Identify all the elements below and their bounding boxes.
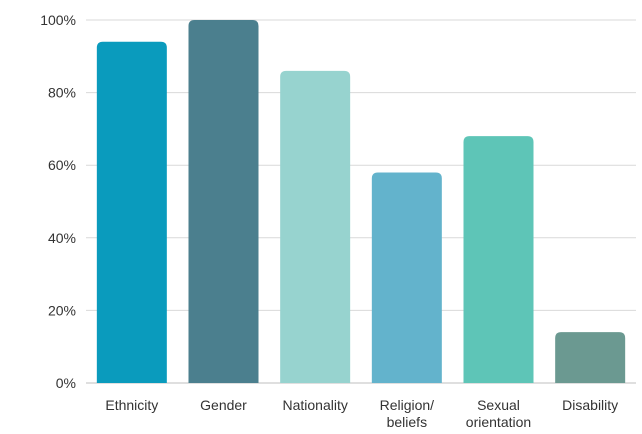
x-axis-category-labels: Ethnicity Gender Nationality Religion/belie… <box>105 397 618 430</box>
y-tick-label: 40% <box>48 230 76 246</box>
bar-nationality <box>280 70 351 383</box>
x-category-label: Ethnicity <box>105 397 158 413</box>
bar-gender <box>188 20 259 383</box>
bar-religion-beliefs <box>371 172 442 383</box>
x-category-label: Gender <box>200 397 247 413</box>
y-tick-label: 80% <box>48 85 76 101</box>
y-tick-label: 100% <box>40 12 76 28</box>
x-category-label: Nationality <box>282 397 347 413</box>
bar-disability <box>555 332 626 383</box>
x-category-label: Sexual orientation <box>466 397 531 430</box>
bar-sexual-orientation <box>463 136 534 383</box>
y-tick-label: 20% <box>48 302 76 318</box>
bar-ethnicity <box>96 41 167 383</box>
y-tick-label: 60% <box>48 157 76 173</box>
y-tick-label: 0% <box>56 375 76 391</box>
y-axis-tick-labels: 0% 20% 40% 60% 80% 100% <box>40 12 76 391</box>
x-category-label: Disability <box>562 397 618 413</box>
x-category-label: Religion/beliefs <box>380 397 435 430</box>
grid-lines <box>86 19 636 384</box>
bars <box>96 20 626 383</box>
